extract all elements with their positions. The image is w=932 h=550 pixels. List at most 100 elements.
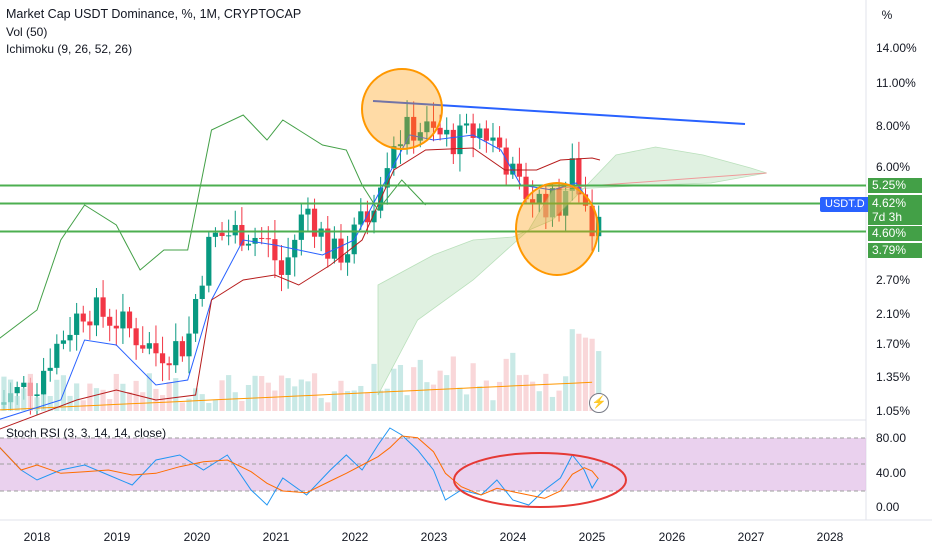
y-tick-label: 2.70%: [876, 273, 911, 287]
volume-bar: [120, 383, 126, 411]
volume-bar: [7, 379, 14, 411]
volume-bar: [21, 388, 27, 411]
volume-bar: [159, 395, 166, 411]
volume-bar: [391, 368, 397, 411]
volume-bar: [1, 376, 7, 411]
volume-bar: [378, 390, 384, 411]
volume-bar: [358, 385, 364, 411]
candle-body: [536, 193, 542, 205]
candle-body: [179, 341, 185, 357]
y-tick-label: 6.00%: [876, 160, 911, 174]
volume-bar: [298, 379, 304, 411]
candle-body: [265, 238, 271, 240]
x-tick-label: 2028: [816, 530, 844, 544]
chikou-line: [0, 114, 426, 339]
candle-body: [87, 321, 93, 326]
candle-body: [424, 121, 430, 133]
volume-bar: [186, 398, 192, 411]
y-tick-label: 11.00%: [876, 76, 916, 90]
volume-bar: [463, 394, 470, 411]
candle-body: [397, 144, 404, 147]
volume-bar: [444, 375, 450, 411]
annotations: [361, 68, 746, 508]
volume-indicator-label[interactable]: Vol (50): [6, 25, 48, 39]
volume-bar: [133, 380, 139, 411]
stoch-rsi-pane: [0, 427, 866, 506]
x-tick-label: 2023: [420, 530, 448, 544]
candle-body: [278, 260, 285, 275]
candle-body: [358, 211, 364, 225]
volume-bar: [404, 395, 410, 411]
volume-bar: [226, 375, 232, 411]
volume-bar: [411, 367, 417, 411]
volume-bar: [292, 386, 298, 411]
volume-bar: [331, 391, 337, 411]
candle-body: [74, 313, 80, 335]
volume-bar: [113, 373, 119, 411]
candle-body: [245, 243, 252, 246]
x-tick-label: 2026: [658, 530, 686, 544]
volume-bar: [146, 373, 152, 411]
ichimoku-indicator-label[interactable]: Ichimoku (9, 26, 52, 26): [6, 42, 133, 56]
volume-bar: [219, 380, 225, 411]
volume-bar: [173, 378, 179, 411]
volume-bar: [543, 373, 549, 411]
countdown-value: 7d 3h: [872, 210, 903, 224]
candle-body: [530, 199, 536, 205]
percent-scale-button[interactable]: %: [881, 8, 893, 22]
volume-bar: [166, 382, 172, 411]
volume-bar: [437, 370, 443, 411]
candle-body: [523, 176, 529, 200]
volume-bar: [576, 333, 582, 411]
candle-body: [417, 132, 423, 141]
candle-body: [285, 257, 291, 275]
candle-body: [344, 254, 351, 263]
candle-body: [107, 316, 113, 326]
candle-body: [14, 387, 20, 394]
volume-bar: [199, 394, 205, 411]
stoch-tick-label: 0.00: [876, 500, 900, 514]
volume-bar: [285, 378, 291, 411]
candle-body: [457, 125, 463, 155]
candle-body: [483, 128, 489, 141]
price-tag: 4.62% 7d 3h: [868, 195, 922, 225]
volume-bar: [457, 387, 463, 411]
volume-bar: [74, 383, 80, 411]
y-tick-label: 14.00%: [876, 41, 917, 55]
chart-title: Market Cap USDT Dominance, %, 1M, CRYPTO…: [6, 7, 302, 21]
volume-bar: [206, 402, 212, 411]
candle-body: [576, 158, 582, 195]
volume-bar: [305, 381, 311, 411]
volume-bar: [100, 389, 106, 411]
candle-body: [120, 311, 126, 329]
volume-bar: [417, 359, 423, 411]
candle-body: [206, 236, 212, 286]
stoch-tick-label: 40.00: [876, 466, 907, 480]
y-tick-label: 2.10%: [876, 307, 911, 321]
x-tick-label: 2019: [103, 530, 131, 544]
level-tag-top: 5.25%: [868, 178, 922, 193]
level-tag-low: 3.79%: [868, 243, 922, 258]
volume-bar: [371, 363, 377, 411]
candle-body: [589, 205, 595, 237]
stoch-k-line: [0, 427, 599, 506]
candle-body: [34, 394, 40, 397]
volume-bar: [93, 388, 100, 411]
candle-body: [252, 237, 258, 244]
volume-bar: [126, 392, 133, 411]
stoch-rsi-label[interactable]: Stoch RSI (3, 3, 14, 14, close): [6, 426, 167, 440]
candle-body: [569, 158, 575, 191]
lightning-icon[interactable]: ⚡: [589, 393, 609, 413]
candle-body: [364, 211, 371, 223]
candle-body: [126, 311, 133, 329]
candle-body: [325, 228, 331, 259]
volume-bar: [563, 376, 569, 411]
volume-bar: [318, 397, 324, 411]
candle-body: [411, 116, 417, 141]
volume-bar: [311, 373, 318, 411]
symbol-tag[interactable]: USDT.D: [820, 197, 870, 212]
volume-bar: [193, 388, 199, 411]
volume-bar: [351, 390, 357, 411]
y-tick-label: 1.70%: [876, 337, 911, 351]
candle-body: [292, 239, 298, 258]
